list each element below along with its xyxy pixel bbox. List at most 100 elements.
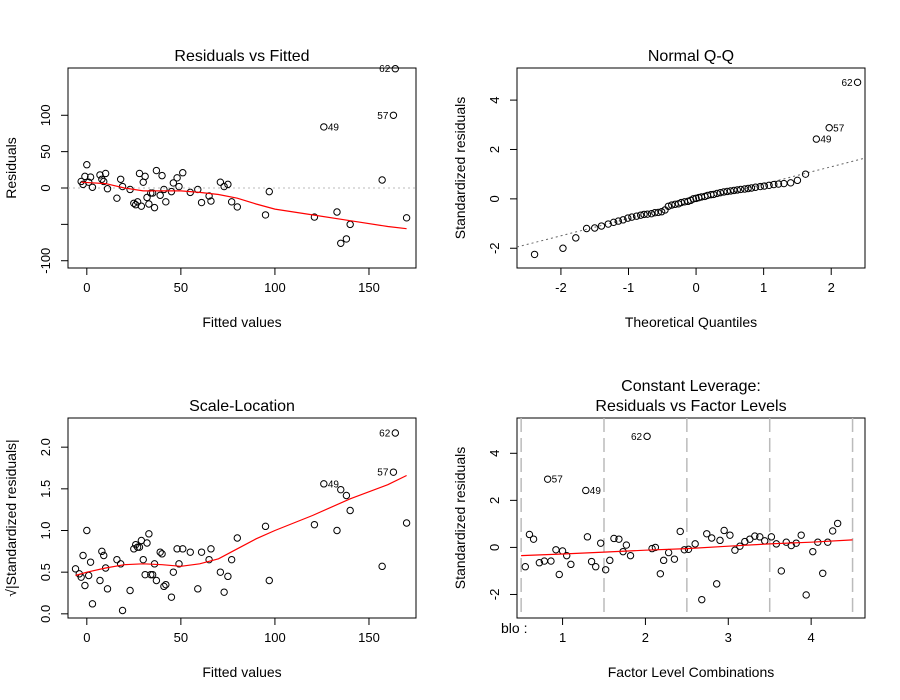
data-point	[81, 581, 89, 590]
data-point	[833, 519, 842, 528]
data-point	[173, 174, 181, 182]
data-point	[81, 172, 89, 181]
y-tick-label: 2	[487, 146, 502, 153]
data-point	[726, 531, 734, 539]
data-point	[825, 124, 833, 132]
data-point	[604, 220, 612, 228]
data-point	[689, 195, 698, 203]
data-point	[402, 519, 411, 527]
data-point	[261, 211, 270, 219]
data-point	[265, 576, 273, 585]
data-point	[751, 532, 759, 540]
data-point	[756, 533, 764, 541]
x-tick-label: 150	[358, 630, 380, 645]
x-tick-label: 50	[174, 630, 188, 645]
x-tick-label: 2	[642, 630, 649, 645]
data-point	[139, 555, 147, 564]
data-point	[133, 198, 142, 206]
data-point	[227, 198, 236, 206]
data-point	[853, 78, 862, 87]
point-id-label: 62	[631, 432, 643, 443]
data-point	[559, 244, 567, 252]
data-point	[668, 201, 676, 209]
data-point	[79, 551, 87, 560]
y-tick-label: 0	[487, 544, 502, 551]
data-point	[346, 506, 354, 515]
point-id-label: 57	[377, 468, 389, 479]
constant-leverage-axes: 1 2 3 4 -2 0 2 4	[487, 450, 815, 645]
constant-leverage-subtitle: Residuals vs Factor Levels	[595, 398, 786, 415]
data-point	[186, 548, 194, 556]
x-tick-label: 0	[83, 280, 90, 295]
y-tick-label: 1.0	[38, 521, 53, 539]
data-point	[96, 576, 104, 585]
data-point	[145, 530, 153, 538]
data-point	[656, 570, 665, 578]
data-point	[224, 572, 232, 581]
data-point	[632, 212, 641, 220]
data-point	[224, 180, 232, 189]
data-point	[680, 546, 689, 554]
data-point	[337, 485, 345, 494]
data-point	[712, 580, 721, 588]
data-point	[610, 534, 618, 543]
data-point	[698, 595, 706, 604]
data-point	[233, 534, 241, 542]
data-point	[100, 551, 108, 560]
data-point	[88, 183, 97, 191]
data-point	[535, 559, 544, 567]
y-tick-label: 0	[38, 184, 53, 191]
x-tick-label: 100	[264, 280, 286, 295]
data-point	[220, 588, 228, 596]
scale-location-panel: Scale-Location Fitted values √|Standardi…	[3, 398, 417, 680]
data-point	[643, 432, 651, 441]
data-point	[265, 187, 273, 196]
normal-qq-panel: Normal Q-Q Theoretical Quantiles Standar…	[452, 48, 866, 330]
data-point	[765, 181, 773, 189]
y-tick-label: -2	[487, 242, 502, 254]
smoother-line	[81, 181, 407, 230]
point-id-label: 62	[379, 429, 391, 440]
y-tick-label: -100	[38, 248, 53, 274]
data-point	[802, 591, 810, 599]
data-point	[156, 191, 164, 199]
data-point	[767, 533, 776, 541]
data-point	[555, 570, 563, 579]
data-point	[587, 557, 596, 566]
data-point	[677, 198, 685, 207]
x-tick-label: 4	[808, 630, 815, 645]
data-point	[333, 208, 341, 216]
data-point	[521, 563, 529, 571]
point-id-label: 49	[328, 479, 340, 490]
data-point	[179, 545, 187, 553]
y-tick-label: 0.0	[38, 605, 53, 623]
data-point	[664, 548, 673, 557]
y-tick-label: -2	[487, 589, 502, 601]
data-point	[582, 224, 591, 233]
data-point	[760, 182, 769, 190]
data-point	[720, 526, 728, 535]
data-point	[100, 177, 108, 186]
data-point	[703, 530, 711, 538]
data-point	[158, 550, 166, 558]
data-point	[819, 569, 827, 577]
point-id-label: 49	[590, 486, 602, 497]
data-point	[205, 192, 213, 200]
data-point	[378, 562, 386, 571]
data-point	[207, 197, 215, 205]
data-point	[162, 580, 170, 589]
data-point	[774, 180, 783, 188]
point-id-label: 62	[841, 78, 853, 89]
data-point	[756, 182, 764, 191]
data-point	[733, 186, 741, 194]
data-point	[643, 210, 652, 218]
data-point	[194, 585, 202, 593]
data-point	[391, 65, 400, 73]
data-point	[525, 530, 534, 539]
data-point	[582, 486, 590, 495]
x-tick-label: 100	[264, 630, 286, 645]
data-point	[98, 547, 106, 556]
data-point	[261, 522, 270, 531]
data-point	[310, 520, 319, 529]
